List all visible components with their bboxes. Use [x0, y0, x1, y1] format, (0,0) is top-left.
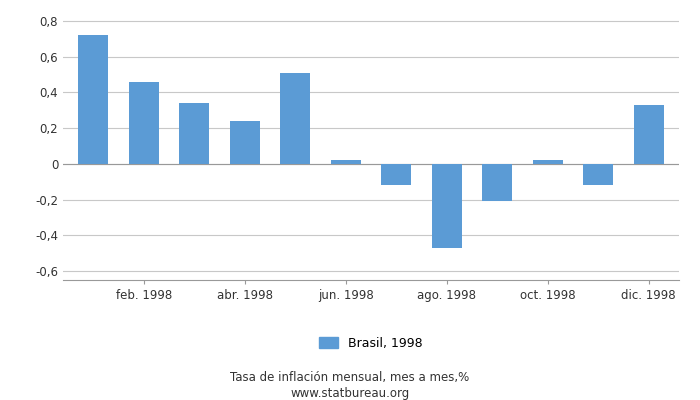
Legend: Brasil, 1998: Brasil, 1998 — [314, 332, 428, 355]
Bar — [583, 164, 613, 185]
Bar — [381, 164, 412, 185]
Text: www.statbureau.org: www.statbureau.org — [290, 388, 410, 400]
Bar — [129, 82, 159, 164]
Bar — [482, 164, 512, 201]
Text: Tasa de inflación mensual, mes a mes,%: Tasa de inflación mensual, mes a mes,% — [230, 372, 470, 384]
Bar — [280, 73, 310, 164]
Bar — [634, 105, 664, 164]
Bar — [330, 160, 361, 164]
Bar — [179, 103, 209, 164]
Bar — [230, 121, 260, 164]
Bar — [78, 35, 108, 164]
Bar — [533, 160, 563, 164]
Bar — [432, 164, 462, 248]
